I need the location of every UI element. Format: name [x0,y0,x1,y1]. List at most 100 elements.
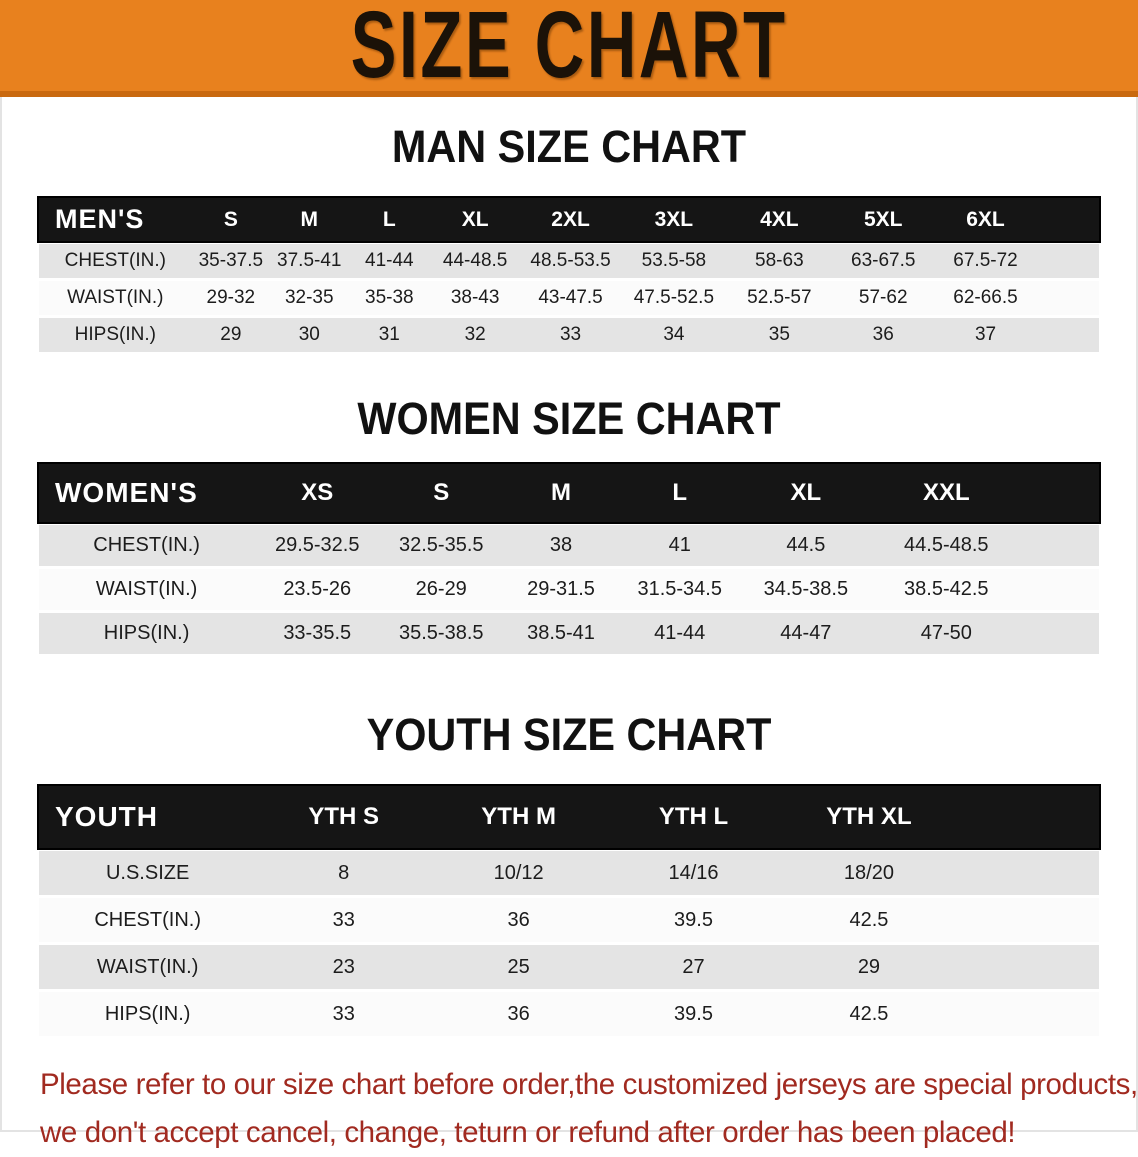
table-header-row: MEN'S S M L XL 2XL 3XL 4XL 5XL 6XL [39,198,1099,241]
size-value-cell: 38.5-41 [527,622,595,644]
size-value-cell: 23.5-26 [283,578,352,600]
disclaimer-line-1: Please refer to our size chart before or… [40,1068,1138,1101]
table-row: HIPS(IN.) 33-35.5 35.5-38.5 38.5-41 41-44 44-… [39,613,1099,654]
column-header: M [300,207,319,231]
size-value-cell: 25 [507,955,530,978]
spacer-cell [957,992,1099,1036]
size-value-cell: 29.5-32.5 [274,534,360,556]
table-row: WAIST(IN.) 23.5-26 26-29 29-31.5 31.5-34.5 34… [39,569,1099,610]
spacer-cell [957,851,1099,895]
size-value-cell: 26-29 [415,578,467,600]
size-value-cell: 44.5 [786,534,826,556]
size-value-cell: 44-47 [780,622,832,644]
size-value-cell: 35.5-38.5 [398,622,484,644]
spacer-cell [1036,244,1099,278]
column-header: XS [301,479,334,506]
size-value-cell: 48.5-53.5 [530,250,611,271]
size-value-cell: 35 [768,324,790,345]
size-value-cell: 36 [872,324,894,345]
column-header: XXL [922,479,970,506]
size-value-cell: 35-37.5 [198,250,264,271]
size-value-cell: 33 [332,1002,355,1025]
size-value-cell: 30 [298,324,320,345]
size-value-cell: 35-38 [365,287,414,308]
size-value-cell: 62-66.5 [953,287,1018,308]
table-row: CHEST(IN.) 29.5-32.5 32.5-35.5 38 41 44.5 44.5… [39,525,1099,566]
size-value-cell: 41 [668,534,691,556]
youth-size-table: YOUTH YTH S YTH M YTH L YTH XL U.S.SIZE 8 10/12… [39,783,1099,1039]
table-row: HIPS(IN.) 29 30 31 32 33 34 35 36 37 [39,318,1099,352]
size-value-cell: 44.5-48.5 [904,534,989,556]
column-header: XL [790,479,822,506]
size-value-cell: 63-67.5 [851,250,916,271]
column-header: XL [461,207,489,231]
size-chart-banner: SIZE CHART [0,0,1138,98]
size-value-cell: 33 [332,908,355,931]
table-row: WAIST(IN.) 29-32 32-35 35-38 38-43 43-47.5 47.… [39,281,1099,315]
column-header: L [672,479,688,506]
size-value-cell: 52.5-57 [747,287,812,308]
size-value-cell: 32 [464,324,486,345]
row-label: CHEST(IN.) [94,908,201,931]
size-value-cell: 41-44 [654,622,706,644]
size-chart-title: SIZE CHART [350,0,788,98]
column-header: YTH L [658,803,729,830]
man-size-chart-heading: MAN SIZE CHART [391,121,747,172]
size-value-cell: 41-44 [365,250,414,271]
size-value-cell: 29-32 [206,287,256,308]
row-label: HIPS(IN.) [103,622,190,644]
size-value-cell: 36 [507,1002,530,1025]
column-header: YTH XL [826,803,912,830]
spacer-cell [1036,198,1099,241]
spacer-cell [1036,281,1099,315]
youth-size-chart-heading: YOUTH SIZE CHART [366,709,772,760]
size-value-cell: 31.5-34.5 [637,578,722,600]
size-value-cell: 37 [974,324,997,345]
size-value-cell: 57-62 [858,287,908,308]
size-value-cell: 18/20 [843,861,894,884]
size-value-cell: 33-35.5 [283,622,352,644]
size-value-cell: 29 [220,324,242,345]
size-value-cell: 58-63 [755,250,804,271]
table-title-cell: WOMEN'S [55,477,198,508]
size-value-cell: 47-50 [920,622,972,644]
spacer-cell [957,945,1099,989]
size-value-cell: 38-43 [450,287,500,308]
column-header: YTH M [481,803,556,830]
size-value-cell: 36 [507,908,530,931]
size-value-cell: 23 [332,955,355,978]
spacer-cell [1021,569,1100,610]
womens-size-table: WOMEN'S XS S M L XL XXL CHEST(IN.) 29.5-32.5 32.5… [39,461,1099,657]
size-value-cell: 34 [663,324,685,345]
table-title-cell: MEN'S [55,204,145,234]
size-value-cell: 53.5-58 [641,250,707,271]
size-value-cell: 38 [549,534,573,556]
size-value-cell: 67.5-72 [953,250,1018,271]
size-value-cell: 47.5-52.5 [633,287,715,308]
size-value-cell: 42.5 [849,908,889,931]
row-label: HIPS(IN.) [104,1002,191,1025]
column-header: 4XL [760,207,799,231]
spacer-cell [1021,464,1100,522]
table-row: HIPS(IN.) 33 36 39.5 42.5 [39,992,1099,1036]
row-label: WAIST(IN.) [95,578,198,600]
size-value-cell: 39.5 [674,908,713,931]
table-title-cell: YOUTH [55,801,158,832]
disclaimer-line-2: we don't accept cancel, change, teturn o… [40,1116,1016,1149]
size-value-cell: 37.5-41 [277,250,342,271]
size-value-cell: 33 [559,324,582,345]
size-value-cell: 44-48.5 [442,250,508,271]
column-header: 2XL [551,207,590,231]
row-label: U.S.SIZE [105,861,190,884]
size-value-cell: 32-35 [284,287,334,308]
size-value-cell: 14/16 [668,861,719,884]
size-value-cell: 29 [857,955,881,978]
column-header: M [551,479,572,506]
row-label: WAIST(IN.) [67,287,164,308]
size-value-cell: 27 [682,955,705,978]
spacer-cell [1021,525,1100,566]
column-header: 6XL [966,207,1005,231]
table-header-row: YOUTH YTH S YTH M YTH L YTH XL [39,786,1099,848]
size-value-cell: 31 [378,324,400,345]
size-value-cell: 34.5-38.5 [763,578,849,600]
